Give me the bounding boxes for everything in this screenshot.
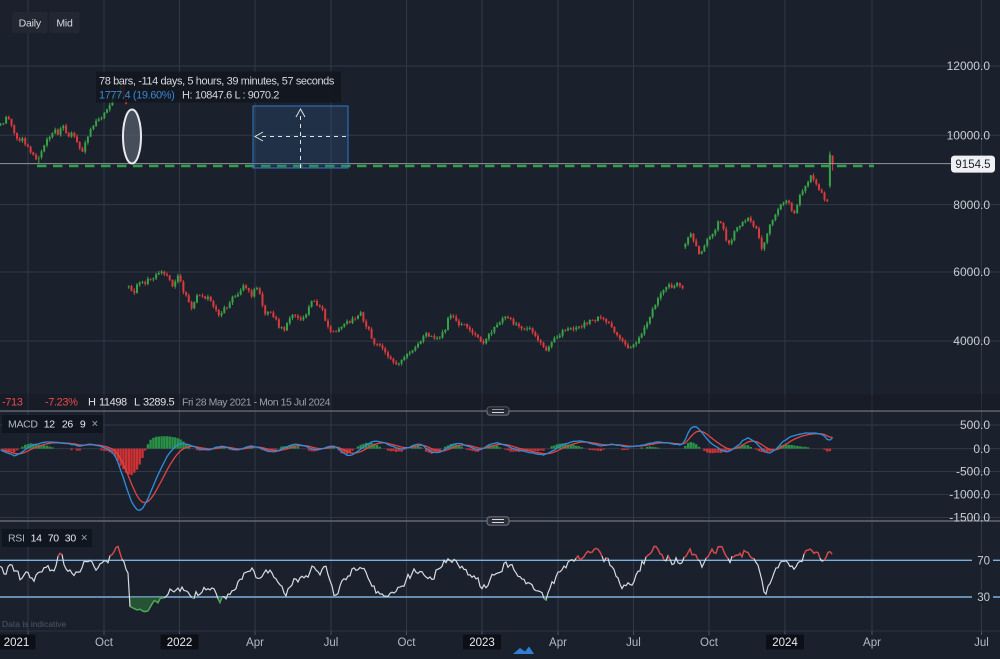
svg-text:H: H (88, 397, 96, 409)
svg-text:500.0: 500.0 (960, 418, 990, 432)
svg-text:1777.4 (19.60%): 1777.4 (19.60%) (99, 90, 174, 102)
svg-text:-1000.0: -1000.0 (949, 488, 990, 502)
svg-text:70: 70 (977, 555, 990, 567)
svg-text:4000.0: 4000.0 (953, 334, 990, 348)
svg-text:Data is indicative: Data is indicative (2, 619, 67, 629)
svg-text:L: L (134, 397, 140, 409)
svg-text:Apr: Apr (246, 637, 264, 649)
svg-text:-7.23%: -7.23% (45, 397, 78, 409)
svg-text:Oct: Oct (700, 637, 719, 649)
svg-text:-713: -713 (2, 397, 23, 409)
svg-text:Mid: Mid (56, 17, 73, 29)
svg-text:2023: 2023 (469, 637, 495, 649)
svg-text:10000.0: 10000.0 (947, 129, 991, 143)
svg-text:Fri 28 May 2021 - Mon 15 Jul 2: Fri 28 May 2021 - Mon 15 Jul 2024 (182, 397, 331, 409)
svg-text:Oct: Oct (398, 637, 417, 649)
svg-text:8000.0: 8000.0 (953, 198, 990, 212)
svg-text:Apr: Apr (549, 637, 567, 649)
svg-text:2022: 2022 (167, 637, 193, 649)
svg-text:0.0: 0.0 (973, 442, 990, 456)
svg-text:11498: 11498 (99, 397, 127, 409)
svg-text:Daily: Daily (19, 17, 42, 29)
svg-text:30: 30 (977, 592, 990, 604)
svg-text:9154.5: 9154.5 (955, 159, 990, 171)
svg-text:3289.5: 3289.5 (143, 397, 175, 409)
svg-text:Jul: Jul (626, 637, 641, 649)
svg-text:Jul: Jul (974, 637, 989, 649)
svg-text:6000.0: 6000.0 (953, 265, 990, 279)
svg-text:Jul: Jul (324, 637, 339, 649)
svg-text:Apr: Apr (863, 637, 881, 649)
svg-text:78 bars, -114 days, 5 hours, 3: 78 bars, -114 days, 5 hours, 39 minutes,… (99, 76, 335, 88)
svg-text:2024: 2024 (772, 637, 798, 649)
svg-text:12000.0: 12000.0 (947, 59, 991, 73)
svg-text:-1500.0: -1500.0 (949, 511, 990, 525)
svg-text:-500.0: -500.0 (956, 465, 990, 479)
svg-text:H: 10847.6 L : 9070.2: H: 10847.6 L : 9070.2 (182, 90, 279, 102)
svg-text:2021: 2021 (4, 637, 30, 649)
svg-text:Oct: Oct (95, 637, 114, 649)
